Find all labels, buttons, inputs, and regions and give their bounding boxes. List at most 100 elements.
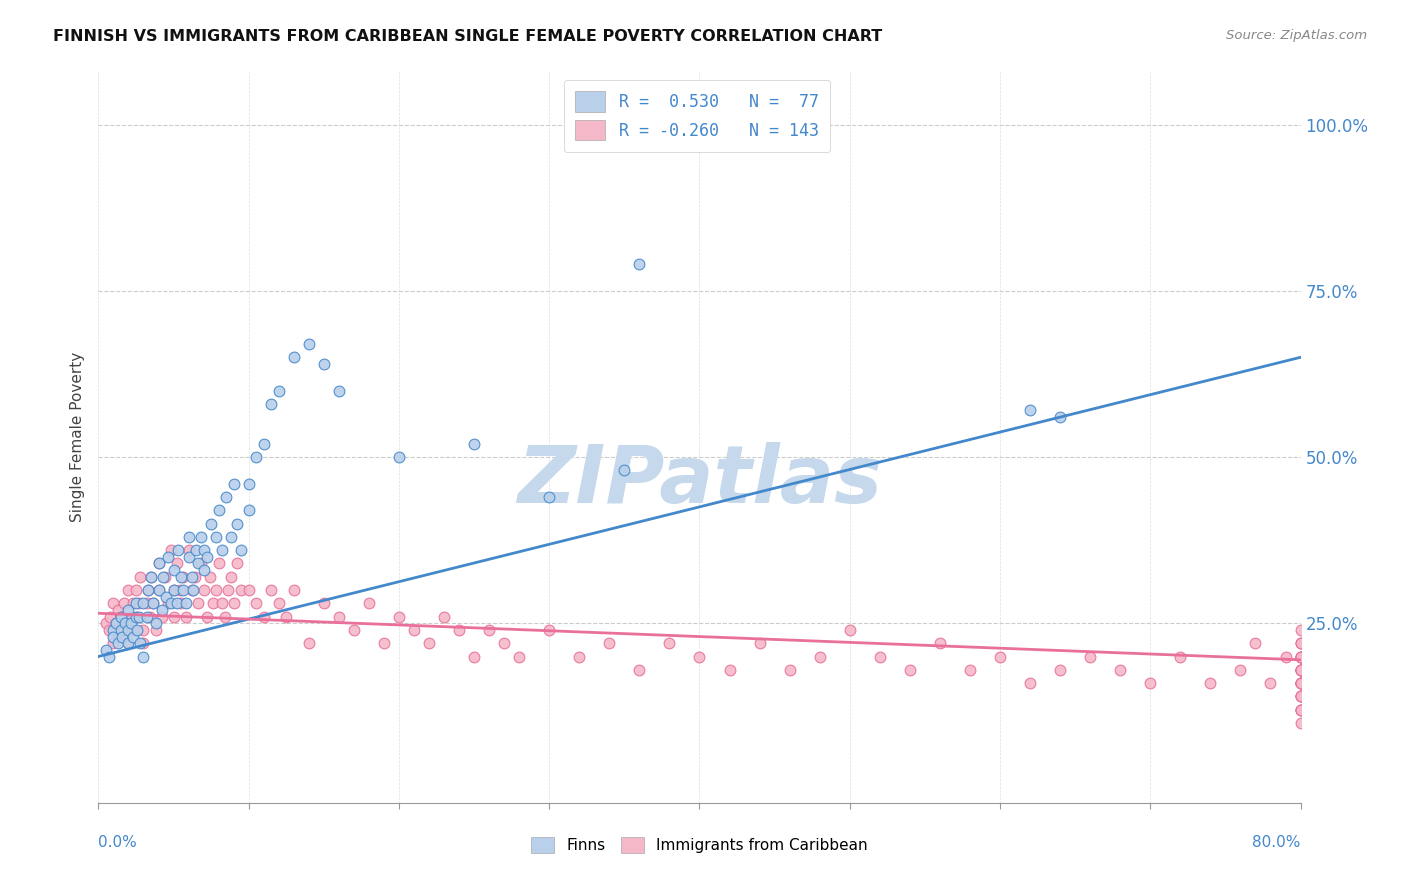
Point xyxy=(108,630,131,644)
Point xyxy=(152,570,174,584)
Point xyxy=(141,596,163,610)
Point xyxy=(166,557,188,571)
Point xyxy=(167,543,190,558)
Point xyxy=(1289,663,1312,677)
Point xyxy=(1049,410,1071,425)
Point xyxy=(111,630,134,644)
Point xyxy=(148,582,170,597)
Point xyxy=(148,557,170,571)
Point xyxy=(94,643,117,657)
Point xyxy=(128,609,150,624)
Point xyxy=(463,436,485,450)
Point xyxy=(1289,703,1312,717)
Point xyxy=(187,596,209,610)
Point xyxy=(159,543,181,558)
Point xyxy=(155,590,177,604)
Point xyxy=(276,609,298,624)
Point xyxy=(1109,663,1132,677)
Point xyxy=(613,463,636,477)
Point xyxy=(117,582,139,597)
Point xyxy=(200,516,222,531)
Point xyxy=(283,582,305,597)
Point xyxy=(373,636,395,650)
Point xyxy=(169,582,191,597)
Point xyxy=(150,609,173,624)
Point xyxy=(110,609,132,624)
Point xyxy=(219,570,242,584)
Point xyxy=(94,616,117,631)
Point xyxy=(195,549,218,564)
Point xyxy=(181,582,204,597)
Point xyxy=(177,549,200,564)
Point xyxy=(1260,676,1282,690)
Point xyxy=(1289,676,1312,690)
Point xyxy=(184,543,207,558)
Point xyxy=(538,623,561,637)
Point xyxy=(1289,676,1312,690)
Y-axis label: Single Female Poverty: Single Female Poverty xyxy=(69,352,84,522)
Point xyxy=(1289,703,1312,717)
Point xyxy=(117,636,139,650)
Point xyxy=(204,530,226,544)
Point xyxy=(174,596,197,610)
Point xyxy=(1289,623,1312,637)
Point xyxy=(97,623,120,637)
Point xyxy=(1289,636,1312,650)
Point xyxy=(1289,649,1312,664)
Point xyxy=(112,596,135,610)
Point xyxy=(388,609,411,624)
Point xyxy=(869,649,891,664)
Point xyxy=(238,503,260,517)
Point xyxy=(1244,636,1267,650)
Point xyxy=(658,636,681,650)
Point xyxy=(211,543,233,558)
Point xyxy=(1289,676,1312,690)
Point xyxy=(1289,649,1312,664)
Point xyxy=(145,623,167,637)
Point xyxy=(988,649,1011,664)
Point xyxy=(267,596,290,610)
Text: ZIPatlas: ZIPatlas xyxy=(517,442,882,520)
Point xyxy=(1289,663,1312,677)
Point xyxy=(402,623,425,637)
Point xyxy=(1289,663,1312,677)
Point xyxy=(125,582,148,597)
Point xyxy=(114,616,136,631)
Point xyxy=(628,663,651,677)
Point xyxy=(959,663,981,677)
Point xyxy=(628,257,651,271)
Point xyxy=(110,609,132,624)
Point xyxy=(1019,403,1042,417)
Point xyxy=(136,582,159,597)
Point xyxy=(114,616,136,631)
Point xyxy=(193,543,215,558)
Point xyxy=(183,570,205,584)
Point xyxy=(208,503,231,517)
Point xyxy=(222,596,245,610)
Point xyxy=(193,582,215,597)
Point xyxy=(238,582,260,597)
Point xyxy=(253,436,276,450)
Point xyxy=(148,557,170,571)
Point xyxy=(166,596,188,610)
Point xyxy=(1289,703,1312,717)
Point xyxy=(447,623,470,637)
Point xyxy=(1289,649,1312,664)
Point xyxy=(208,557,231,571)
Point xyxy=(128,596,150,610)
Point xyxy=(201,596,224,610)
Point xyxy=(122,630,145,644)
Point xyxy=(177,530,200,544)
Point xyxy=(598,636,620,650)
Point xyxy=(494,636,516,650)
Point xyxy=(253,609,276,624)
Point xyxy=(463,649,485,664)
Point xyxy=(312,357,335,371)
Point xyxy=(145,616,167,631)
Point xyxy=(217,582,239,597)
Point xyxy=(180,570,202,584)
Point xyxy=(107,603,129,617)
Point xyxy=(127,609,149,624)
Point xyxy=(1229,663,1251,677)
Point xyxy=(125,596,148,610)
